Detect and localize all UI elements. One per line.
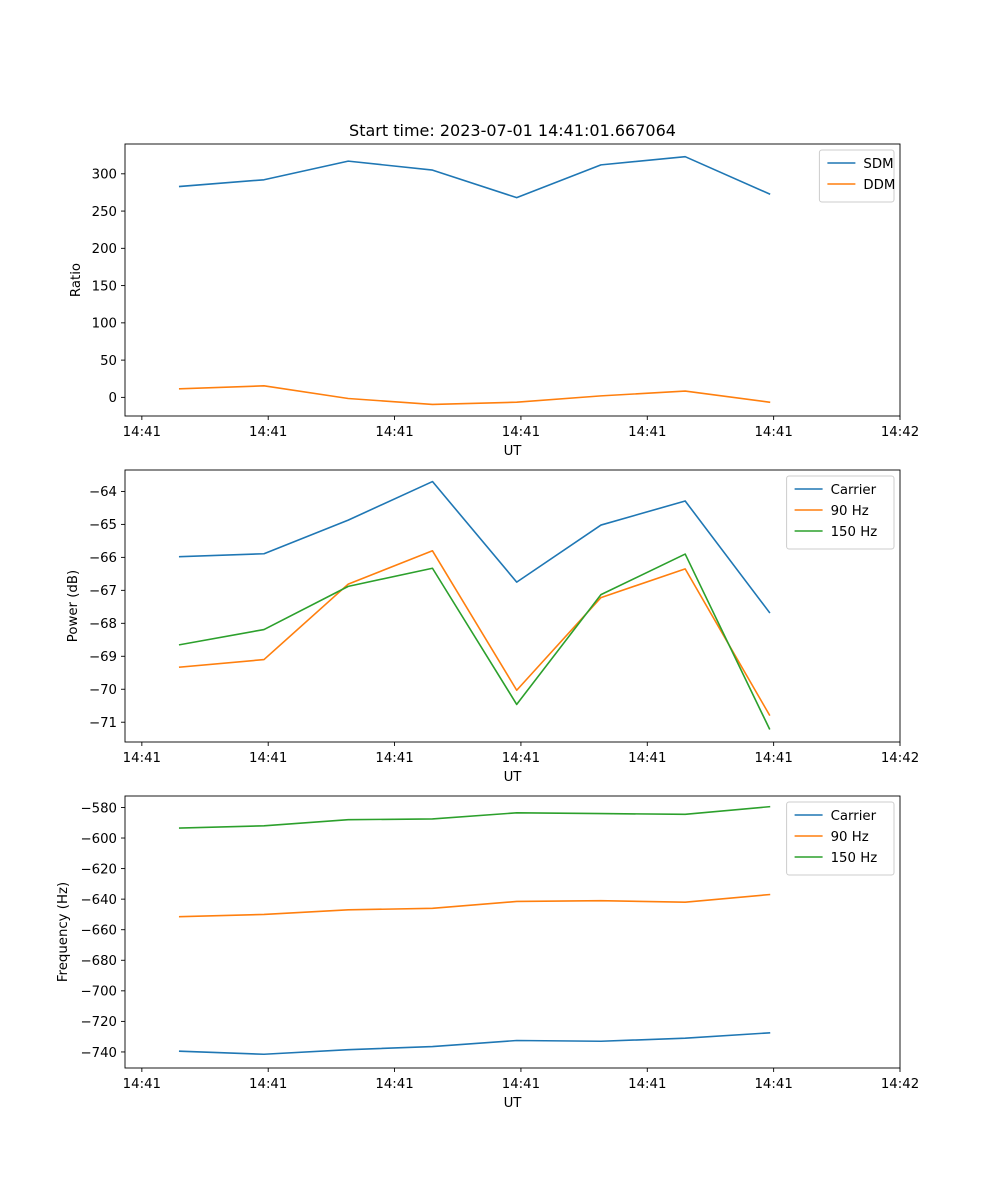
y-tick-label: −680: [80, 954, 117, 969]
x-tick-label: 14:41: [375, 425, 413, 440]
legend-label: Carrier: [831, 809, 877, 824]
x-tick-label: 14:41: [249, 751, 287, 766]
legend-label: 150 Hz: [831, 525, 878, 540]
x-tick-label: 14:41: [123, 1077, 161, 1092]
y-tick-label: 200: [92, 242, 117, 257]
y-tick-label: −68: [89, 617, 117, 632]
x-tick-label: 14:41: [249, 1077, 287, 1092]
x-tick-label: 14:42: [881, 1077, 919, 1092]
y-tick-label: −70: [89, 683, 117, 698]
x-tick-label: 14:42: [881, 425, 919, 440]
legend: Carrier 90 Hz 150 Hz: [786, 475, 895, 550]
legend-label: 150 Hz: [831, 851, 878, 866]
y-tick-label: 0: [109, 391, 117, 406]
y-tick-label: 100: [92, 317, 117, 332]
legend-label: 90 Hz: [831, 504, 869, 519]
y-tick-label: −600: [80, 832, 117, 847]
x-axis-label: UT: [504, 444, 523, 459]
y-tick-label: 300: [92, 168, 117, 183]
y-tick-label: 250: [92, 205, 117, 220]
chart-panel-1: 14:41 14:41 14:41 14:41 14:41 14:41 14:42 0 50 10…: [69, 143, 919, 459]
series-line-90-hz: [178, 893, 771, 918]
legend-label: DDM: [863, 178, 895, 193]
y-tick-label: −740: [80, 1046, 117, 1061]
x-tick-label: 14:41: [375, 751, 413, 766]
y-axis-label: Ratio: [69, 263, 84, 297]
y-tick-label: −640: [80, 893, 117, 908]
x-tick-label: 14:41: [123, 751, 161, 766]
series-line-150-hz: [178, 553, 771, 730]
y-tick-label: −67: [89, 584, 117, 599]
x-tick-label: 14:41: [502, 1077, 540, 1092]
x-tick-label: 14:41: [249, 425, 287, 440]
x-tick-label: 14:41: [502, 425, 540, 440]
y-tick-label: −700: [80, 985, 117, 1000]
figure-title: Start time: 2023-07-01 14:41:01.667064: [349, 121, 676, 140]
x-tick-label: 14:41: [123, 425, 161, 440]
series-line-ddm: [178, 385, 771, 406]
axes-frame: [124, 795, 901, 1069]
x-tick-label: 14:41: [628, 1077, 666, 1092]
series-line-sdm: [178, 155, 771, 199]
chart-panel-3: 14:41 14:41 14:41 14:41 14:41 14:41 14:42 −740 −…: [56, 795, 919, 1111]
y-axis-label: Frequency (Hz): [56, 882, 71, 982]
x-axis-label: UT: [504, 770, 523, 785]
x-tick-label: 14:41: [502, 751, 540, 766]
legend-label: Carrier: [831, 483, 877, 498]
y-tick-label: 150: [92, 279, 117, 294]
axes-frame: [124, 143, 901, 417]
y-tick-label: −620: [80, 862, 117, 877]
y-axis-label: Power (dB): [66, 570, 81, 642]
y-tick-label: −64: [89, 485, 117, 500]
x-tick-label: 14:41: [754, 1077, 792, 1092]
x-axis-label: UT: [504, 1096, 523, 1111]
x-tick-label: 14:41: [628, 425, 666, 440]
y-tick-label: −65: [89, 518, 117, 533]
legend-label: 90 Hz: [831, 830, 869, 845]
y-tick-label: −69: [89, 650, 117, 665]
chart-panel-2: 14:41 14:41 14:41 14:41 14:41 14:41 14:42 −71 −7…: [66, 469, 919, 785]
x-tick-label: 14:41: [375, 1077, 413, 1092]
y-tick-label: −580: [80, 801, 117, 816]
x-tick-label: 14:41: [754, 751, 792, 766]
axes-frame: [124, 469, 901, 743]
x-tick-label: 14:41: [628, 751, 666, 766]
x-tick-label: 14:42: [881, 751, 919, 766]
y-tick-label: −720: [80, 1015, 117, 1030]
legend: SDM DDM: [818, 149, 895, 203]
legend: Carrier 90 Hz 150 Hz: [786, 801, 895, 876]
y-tick-label: −66: [89, 551, 117, 566]
y-tick-label: −71: [89, 716, 117, 731]
series-line-150-hz: [178, 805, 771, 829]
y-tick-label: 50: [100, 354, 117, 369]
y-tick-label: −660: [80, 924, 117, 939]
legend-label: SDM: [863, 157, 893, 172]
x-tick-label: 14:41: [754, 425, 792, 440]
series-line-90-hz: [178, 549, 771, 717]
series-line-carrier: [178, 1032, 771, 1056]
series-line-carrier: [178, 480, 771, 614]
